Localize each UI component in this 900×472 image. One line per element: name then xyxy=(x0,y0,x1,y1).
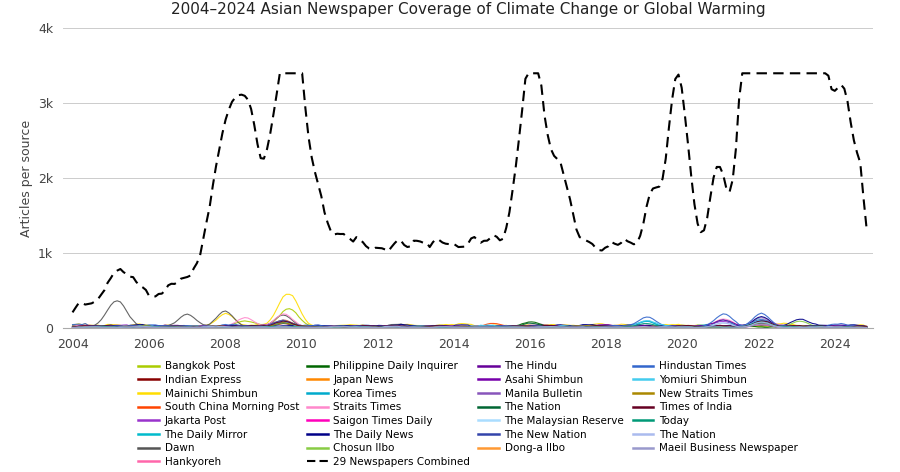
Title: 2004–2024 Asian Newspaper Coverage of Climate Change or Global Warming: 2004–2024 Asian Newspaper Coverage of Cl… xyxy=(171,2,765,17)
Legend: Bangkok Post, Indian Express, Mainichi Shimbun, South China Morning Post, Jakart: Bangkok Post, Indian Express, Mainichi S… xyxy=(139,361,797,467)
Y-axis label: Articles per source: Articles per source xyxy=(20,119,32,237)
